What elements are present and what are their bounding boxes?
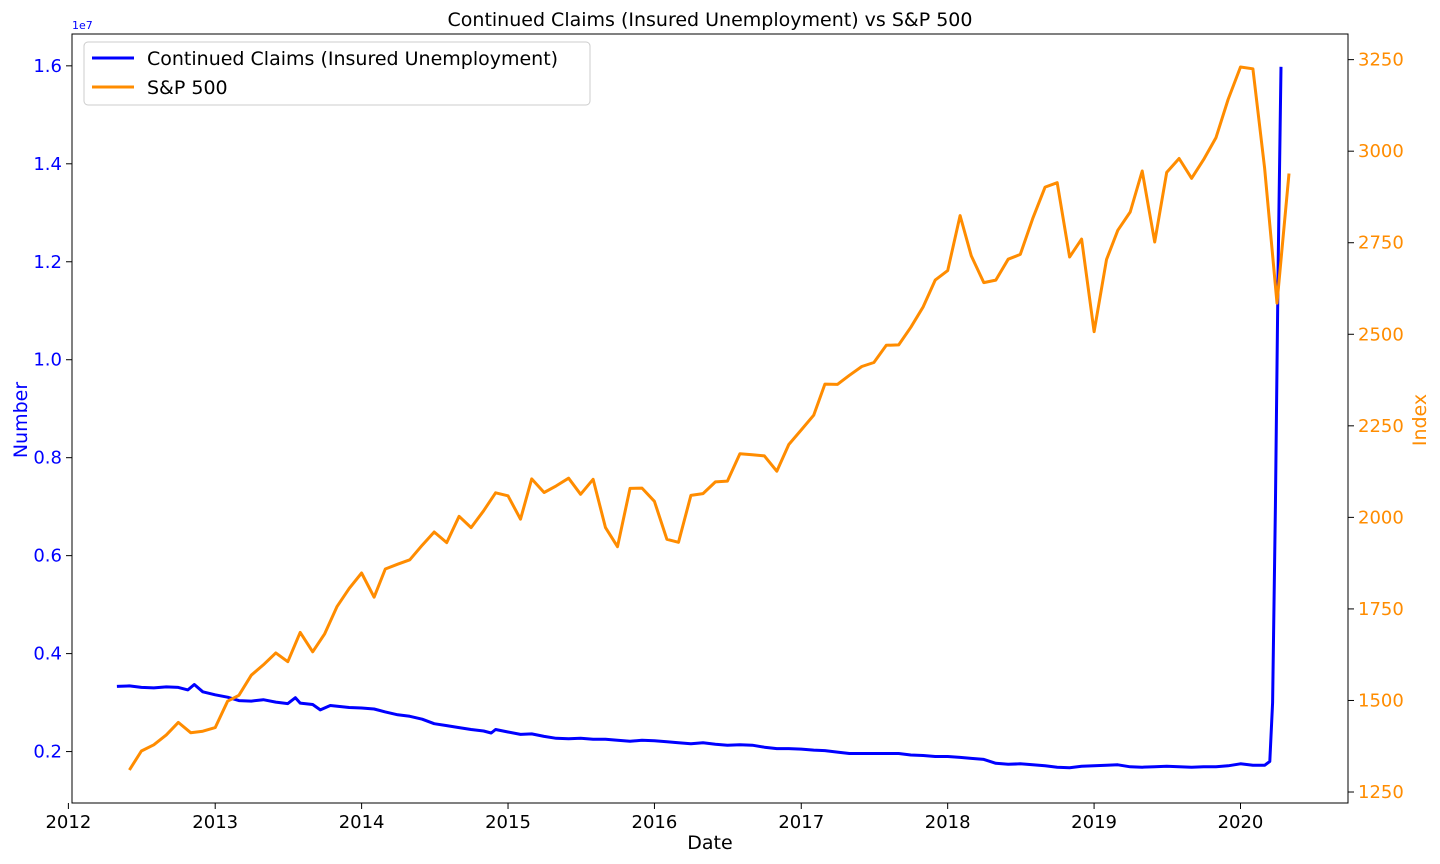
right-tick-label: 2000 bbox=[1358, 507, 1404, 528]
right-tick-label: 3250 bbox=[1358, 50, 1404, 71]
right-tick-label: 1500 bbox=[1358, 690, 1404, 711]
left-tick-label: 0.4 bbox=[33, 644, 62, 665]
x-tick-label: 2020 bbox=[1218, 812, 1264, 833]
series-line-sp500 bbox=[128, 65, 1291, 771]
left-tick-label: 0.2 bbox=[33, 742, 62, 763]
x-tick-label: 2015 bbox=[485, 812, 531, 833]
right-axis-title: Index bbox=[1409, 394, 1431, 446]
axes: 2012 2013 2014 2015 2016 2017 2018 2019 2020 0.2 0… bbox=[33, 33, 1404, 833]
right-tick-label: 2250 bbox=[1358, 416, 1404, 437]
x-tick-label: 2019 bbox=[1071, 812, 1117, 833]
plot-area bbox=[116, 65, 1291, 771]
legend-label-claims: Continued Claims (Insured Unemployment) bbox=[147, 48, 558, 70]
x-tick-label: 2017 bbox=[778, 812, 824, 833]
x-tick-label: 2016 bbox=[632, 812, 678, 833]
chart-title: Continued Claims (Insured Unemployment) … bbox=[448, 9, 973, 31]
right-tick-label: 1250 bbox=[1358, 782, 1404, 803]
left-tick-label: 1.6 bbox=[33, 56, 62, 77]
left-axis-title: Number bbox=[10, 382, 32, 459]
right-tick-label: 1750 bbox=[1358, 599, 1404, 620]
legend-frame bbox=[83, 41, 591, 106]
series-line-claims bbox=[116, 66, 1283, 770]
x-tick-label: 2018 bbox=[925, 812, 971, 833]
x-tick-label: 2013 bbox=[192, 812, 238, 833]
right-tick-label: 2500 bbox=[1358, 324, 1404, 345]
legend: Continued Claims (Insured Unemployment) … bbox=[83, 41, 591, 106]
left-tick-label: 0.6 bbox=[33, 546, 62, 567]
plot-frame bbox=[71, 33, 1349, 804]
x-tick-label: 2014 bbox=[339, 812, 385, 833]
right-tick-label: 3000 bbox=[1358, 141, 1404, 162]
x-tick-label: 2012 bbox=[45, 812, 91, 833]
left-tick-label: 1.2 bbox=[33, 252, 62, 273]
left-tick-label: 1.4 bbox=[33, 154, 62, 175]
left-axis-multiplier: 1e7 bbox=[72, 19, 93, 32]
left-tick-label: 1.0 bbox=[33, 350, 62, 371]
x-axis-title: Date bbox=[687, 832, 732, 854]
right-tick-label: 2750 bbox=[1358, 233, 1404, 254]
legend-label-sp500: S&P 500 bbox=[147, 77, 228, 99]
left-tick-label: 0.8 bbox=[33, 448, 62, 469]
